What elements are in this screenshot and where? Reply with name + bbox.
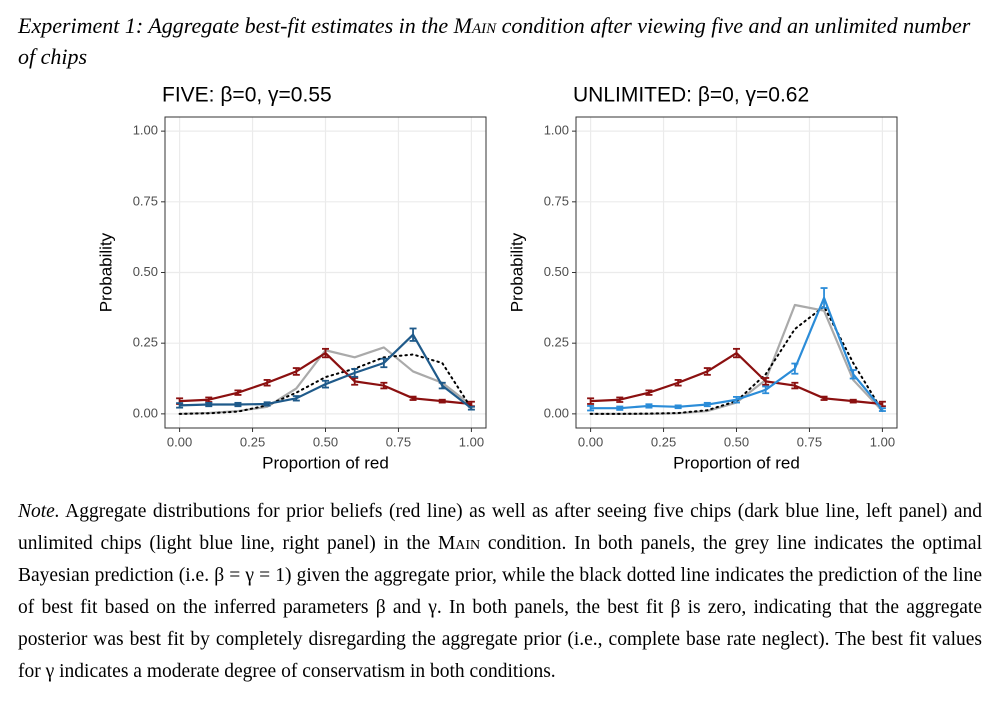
x-axis-title: Proportion of red bbox=[262, 453, 389, 472]
y-tick-label: 0.50 bbox=[544, 264, 569, 279]
figure: 0.00 0.25 0.50 0.75 1.00 0.00 0.25 0.50 0.75 1.00… bbox=[96, 84, 898, 472]
y-tick-label: 0.00 bbox=[544, 405, 569, 420]
y-axis-title: Probability bbox=[507, 232, 526, 312]
x-axis-title: Proportion of red bbox=[673, 453, 800, 472]
x-tick-label: 0.00 bbox=[167, 434, 192, 449]
note-label: Note. bbox=[18, 501, 60, 522]
y-tick-label: 0.00 bbox=[133, 405, 158, 420]
y-tick-label: 0.50 bbox=[133, 264, 158, 279]
chart-title: FIVE: β=0, γ=0.55 bbox=[162, 84, 332, 107]
x-tick-label: 0.25 bbox=[651, 434, 676, 449]
plot-border bbox=[164, 116, 487, 429]
y-tick-label: 1.00 bbox=[544, 123, 569, 138]
chart-title: UNLIMITED: β=0, γ=0.62 bbox=[573, 84, 809, 107]
y-tick-label: 0.75 bbox=[544, 193, 569, 208]
y-tick-label: 0.25 bbox=[544, 335, 569, 350]
series-line bbox=[178, 353, 473, 415]
x-tick-label: 0.75 bbox=[797, 434, 822, 449]
y-tick-label: 0.25 bbox=[133, 335, 158, 350]
figure-caption: Experiment 1: Aggregate best-fit estimat… bbox=[18, 10, 980, 72]
caption-text: Main bbox=[453, 13, 497, 38]
x-tick-label: 0.00 bbox=[578, 434, 603, 449]
caption-text: condition after viewing five and an unli… bbox=[18, 13, 971, 69]
figure-note: Note. Aggregate distributions for prior … bbox=[18, 496, 982, 688]
y-tick-label: 0.75 bbox=[133, 193, 158, 208]
x-tick-label: 1.00 bbox=[870, 434, 895, 449]
caption-text: Experiment 1: Aggregate best-fit estimat… bbox=[18, 13, 454, 38]
note-text: Main bbox=[437, 533, 481, 554]
y-tick-label: 1.00 bbox=[133, 123, 158, 138]
x-tick-label: 0.75 bbox=[386, 434, 411, 449]
x-tick-label: 0.50 bbox=[313, 434, 338, 449]
x-tick-label: 0.50 bbox=[724, 434, 749, 449]
x-tick-label: 1.00 bbox=[459, 434, 484, 449]
note-text: Aggregate distributions for prior belief… bbox=[18, 501, 982, 554]
x-tick-label: 0.25 bbox=[240, 434, 265, 449]
y-axis-title: Probability bbox=[96, 232, 115, 312]
note-text: condition. In both panels, the grey line… bbox=[18, 533, 982, 682]
plot-border bbox=[575, 116, 898, 429]
